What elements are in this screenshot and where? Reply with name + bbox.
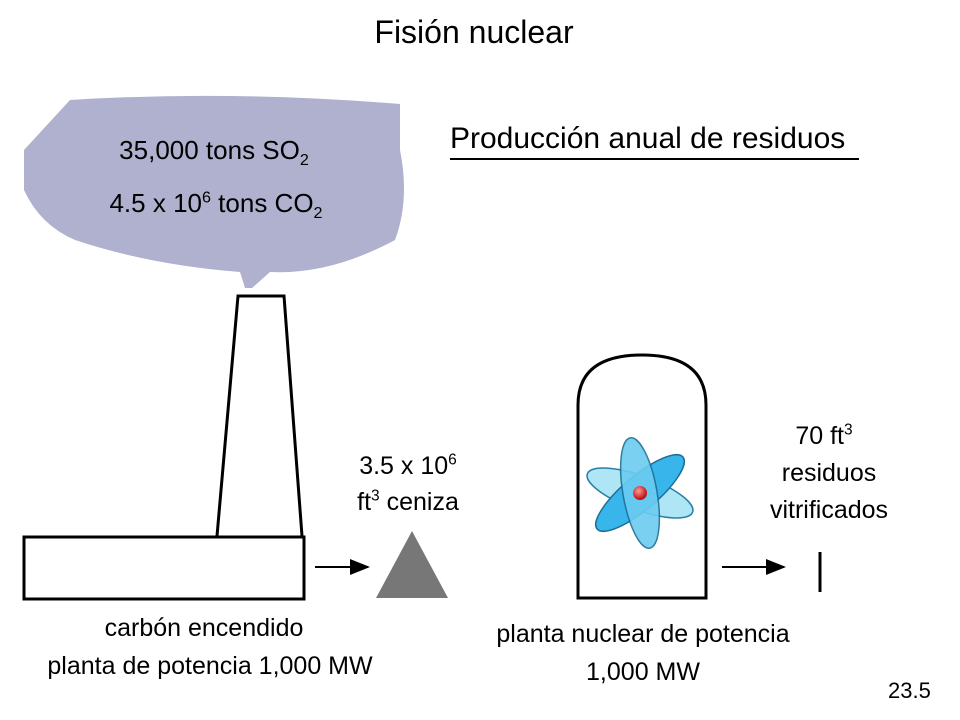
page-title: Fisión nuclear xyxy=(374,14,574,50)
waste-type-label-1: residuos xyxy=(781,459,877,487)
coal-plant-label-2: planta de potencia 1,000 MW xyxy=(47,652,373,680)
page-number: 23.5 xyxy=(888,678,931,703)
ash-pile xyxy=(376,531,448,598)
coal-plant-label-1: carbón encendido xyxy=(104,614,304,642)
nuclear-plant-label-2: 1,000 MW xyxy=(586,658,700,686)
smoke-cloud xyxy=(24,95,404,288)
co2-emission-label: 4.5 x 106 tons CO2 xyxy=(109,188,323,223)
coal-plant-chimney xyxy=(215,294,304,537)
so2-emission-label: 35,000 tons SO2 xyxy=(119,135,309,170)
ash-unit-label: ft3 ceniza xyxy=(357,487,459,516)
coal-plant-building xyxy=(22,535,306,601)
atom-icon xyxy=(586,437,694,549)
page-subtitle: Producción anual de residuos xyxy=(450,120,860,160)
ash-amount-label: 3.5 x 106 xyxy=(359,451,457,480)
nuclear-plant-label-1: planta nuclear de potencia xyxy=(496,620,790,648)
waste-amount-label: 70 ft3 xyxy=(795,421,853,450)
waste-type-label-2: vitrificados xyxy=(769,496,889,524)
